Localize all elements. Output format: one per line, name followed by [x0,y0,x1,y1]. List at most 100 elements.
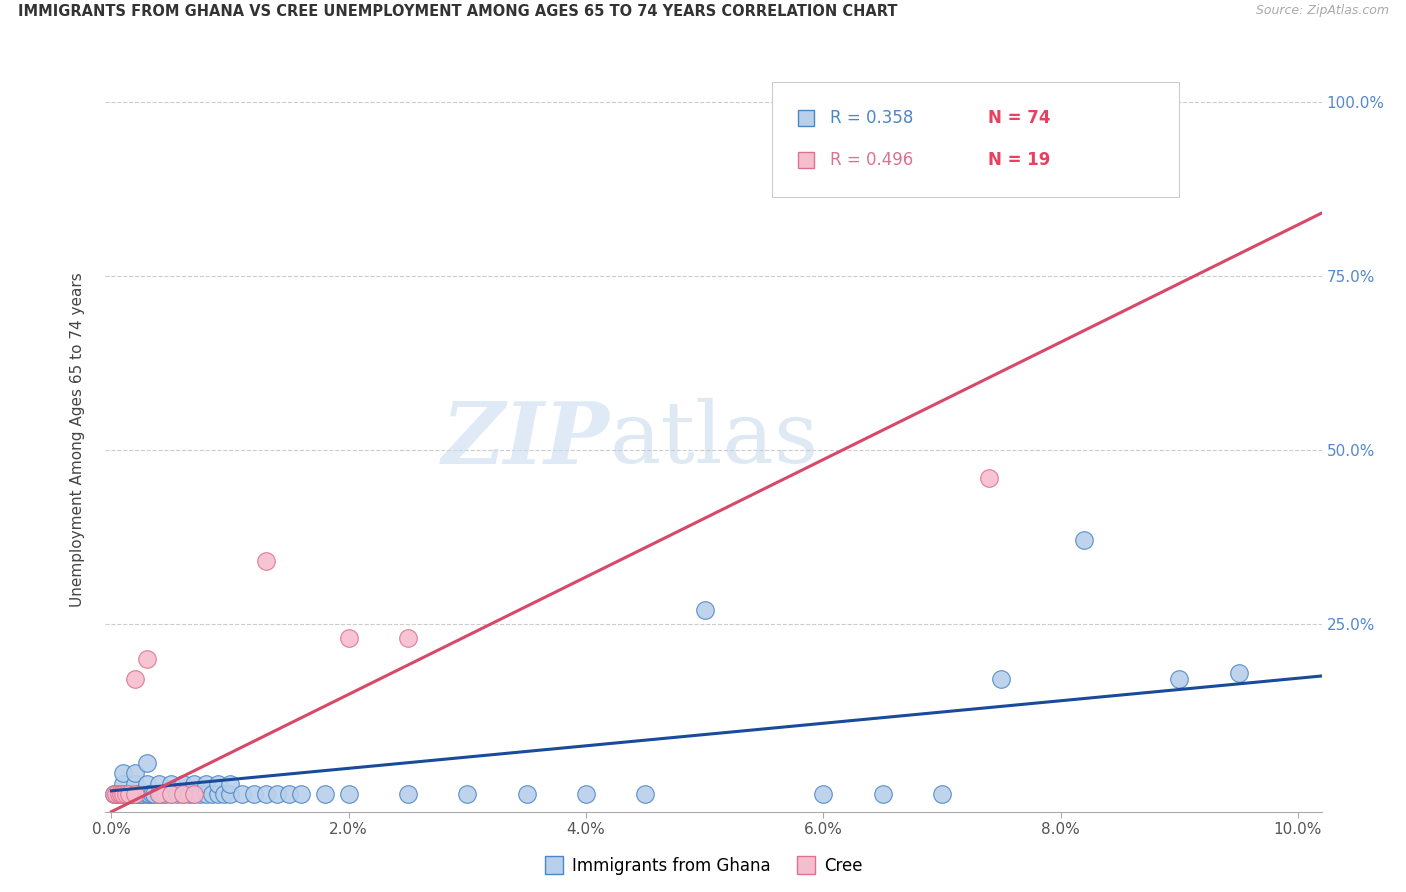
Point [159,787,181,801]
Point [131,787,153,801]
Point [1227,665,1250,680]
Point [153,787,176,801]
Point [136,651,159,665]
Point [516,787,538,801]
Point [128,787,150,801]
Point [104,787,127,801]
Point [108,787,131,801]
Point [166,787,188,801]
Point [1073,533,1095,548]
Point [207,787,229,801]
Text: R = 0.358: R = 0.358 [831,109,914,127]
Point [127,787,149,801]
Point [278,787,301,801]
Point [314,787,336,801]
Point [872,787,894,801]
Point [124,787,146,801]
Point [242,787,264,801]
Point [110,787,132,801]
Point [112,787,135,801]
Point [114,787,136,801]
Point [105,787,128,801]
Point [124,777,146,791]
Point [105,787,128,801]
Point [183,787,205,801]
Point [201,787,224,801]
Text: N = 74: N = 74 [988,109,1050,127]
Point [121,787,143,801]
Point [150,787,173,801]
Point [124,766,146,780]
Point [112,787,135,801]
Point [266,787,288,801]
Point [190,787,212,801]
Point [979,470,1001,484]
Point [634,787,657,801]
Point [337,631,360,645]
Text: Source: ZipAtlas.com: Source: ZipAtlas.com [1256,4,1389,18]
Point [136,787,159,801]
Point [813,787,835,801]
Point [115,787,138,801]
Point [107,787,129,801]
Point [111,787,134,801]
Point [396,787,419,801]
Point [195,777,218,791]
Point [195,787,218,801]
Y-axis label: Unemployment Among Ages 65 to 74 years: Unemployment Among Ages 65 to 74 years [70,272,84,607]
Point [138,787,160,801]
Point [114,787,136,801]
Point [219,787,242,801]
Point [124,673,146,687]
Point [141,787,163,801]
Point [118,787,141,801]
Point [990,673,1012,687]
Point [219,777,242,791]
Point [118,787,141,801]
Point [693,603,716,617]
Point [107,787,129,801]
Point [1168,673,1191,687]
Point [136,756,159,770]
Point [103,787,125,801]
Point [337,787,360,801]
Point [183,787,205,801]
Point [105,787,128,801]
Point [177,787,200,801]
Point [148,787,170,801]
Point [456,787,478,801]
Point [575,787,598,801]
Point [254,554,277,568]
Text: N = 19: N = 19 [988,151,1050,169]
Point [172,777,194,791]
FancyBboxPatch shape [772,82,1180,197]
Point [112,766,135,780]
Text: atlas: atlas [610,398,820,481]
Point [112,777,135,791]
Legend: Immigrants from Ghana, Cree: Immigrants from Ghana, Cree [537,851,869,882]
Point [121,787,143,801]
Point [207,777,229,791]
Point [128,787,150,801]
Point [931,787,953,801]
Point [143,787,166,801]
Point [159,777,181,791]
Point [172,787,194,801]
Point [254,787,277,801]
Point [231,787,253,801]
Text: R = 0.496: R = 0.496 [831,151,914,169]
Point [159,787,181,801]
Point [212,787,235,801]
Point [290,787,312,801]
Point [110,787,132,801]
Point [1049,115,1071,129]
Text: IMMIGRANTS FROM GHANA VS CREE UNEMPLOYMENT AMONG AGES 65 TO 74 YEARS CORRELATION: IMMIGRANTS FROM GHANA VS CREE UNEMPLOYME… [18,4,898,20]
Point [124,787,146,801]
Text: ZIP: ZIP [443,398,610,481]
Point [120,787,142,801]
Point [172,787,194,801]
Point [103,787,125,801]
Point [148,777,170,791]
Point [183,777,205,791]
Point [136,777,159,791]
